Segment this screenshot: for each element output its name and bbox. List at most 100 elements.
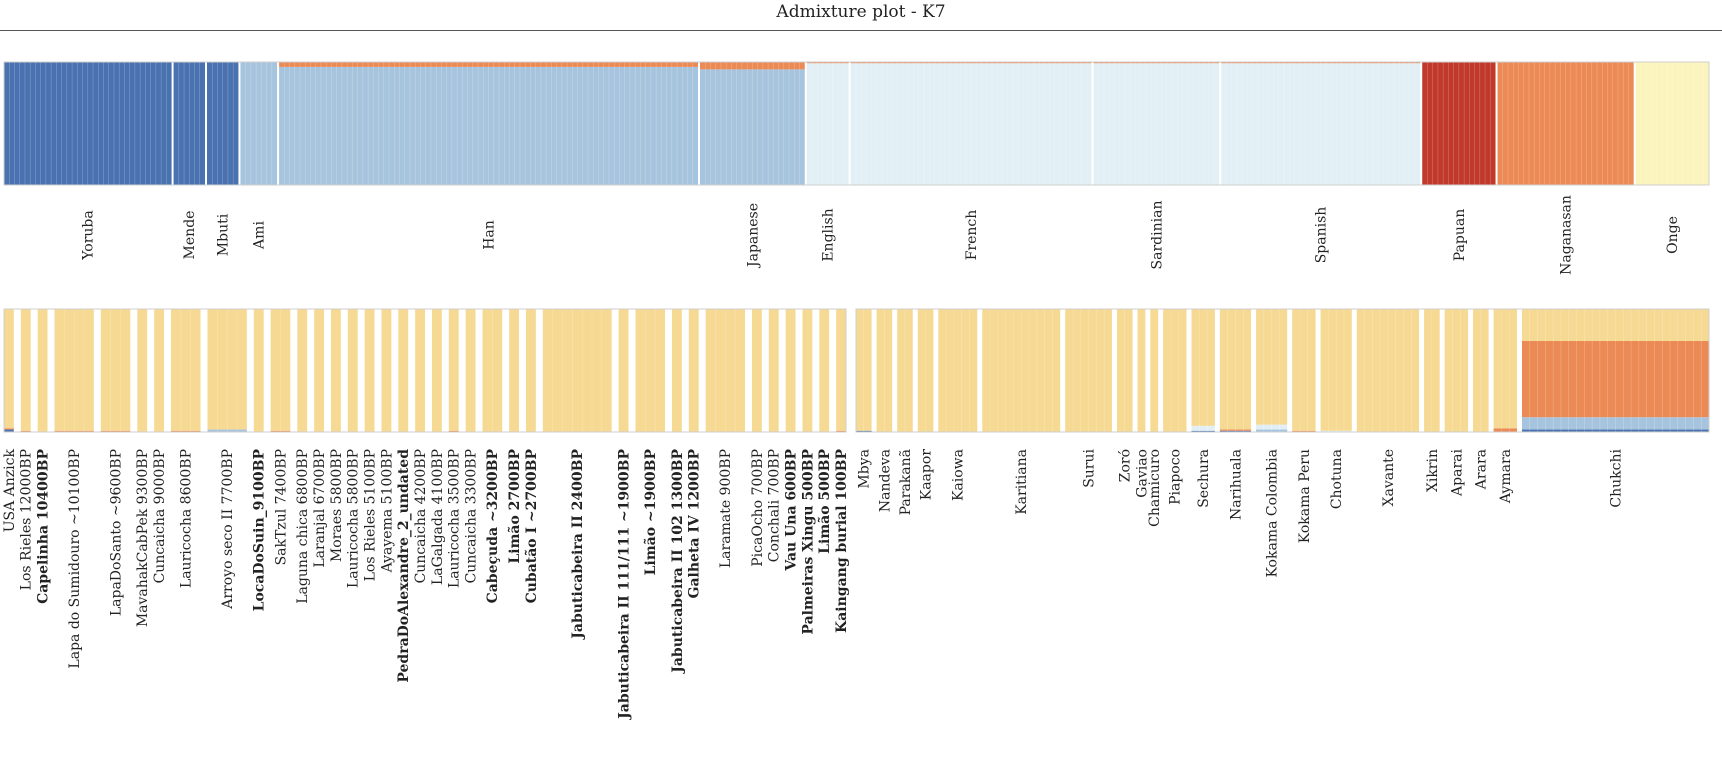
segment-lim-o-500bp-america: [819, 309, 830, 432]
label-han: Han: [481, 220, 497, 250]
segment-lapadosanto-9600bp-siberia: [100, 430, 131, 432]
bar-xikrin: [1424, 309, 1440, 432]
bar-arara: [1473, 309, 1489, 432]
bar-saktzul-7400bp: [270, 309, 291, 432]
segment-japanese-siberia: [700, 62, 805, 70]
ancient-panel-labels: USA Anzick Los Rieles 12000BP Capelinha 10…: [2, 448, 850, 720]
bar-cuncaicha-4200bp: [415, 309, 425, 432]
segment-mbya-africa: [856, 430, 872, 432]
label-lauricocha-8600bp: Lauricocha 8600BP: [179, 449, 195, 588]
bar-lauricocha-8600bp: [171, 309, 201, 432]
label-spanish: Spanish: [1314, 207, 1330, 264]
segment-japanese-eastasia: [700, 69, 805, 185]
label-sechura: Sechura: [1196, 449, 1212, 508]
bar-lauricocha-5800bp: [347, 309, 358, 432]
segment-sechura-europe: [1191, 425, 1215, 431]
segment-laramate-900bp-america: [705, 309, 745, 432]
label-moraes-5800bp: Moraes 5800BP: [329, 449, 345, 562]
bar-palmeiras-xingu-500bp: [802, 309, 813, 432]
label-karitiana: Karitiana: [1014, 449, 1030, 515]
bar-naganasan: [1497, 62, 1634, 185]
segment-kaapor-america: [917, 309, 934, 432]
segment-pedradoalexandre-2-undated-america: [398, 309, 409, 432]
label-conchali-700bp: Conchali 700BP: [767, 449, 783, 562]
segment-lim-o-2700bp-america: [509, 309, 519, 432]
label-laguna-chica-6800bp: Laguna chica 6800BP: [295, 449, 311, 604]
bar-galheta-iv-1200bp: [688, 309, 699, 432]
label-mbuti: Mbuti: [216, 213, 232, 256]
segment-onge-andaman: [1635, 62, 1709, 185]
label-kokama-colombia: Kokama Colombia: [1265, 449, 1281, 578]
label-vau-una-600bp: Vau Una 600BP: [783, 449, 799, 572]
segment-galheta-iv-1200bp-america: [688, 309, 699, 432]
bar-los-rieles-12000bp: [20, 309, 31, 432]
segment-sechura-america: [1191, 309, 1215, 426]
bar-lim-o-1900bp: [635, 309, 665, 432]
segment-english-siberia: [806, 62, 849, 64]
segment-lauricocha-8600bp-america: [171, 309, 201, 431]
segment-kaiowa-america: [938, 309, 978, 432]
segment-lagalgada-4100bp-america: [432, 309, 442, 432]
segment-kaingang-burial-100bp-america: [836, 309, 846, 431]
label-kaapor: Kaapor: [918, 449, 934, 501]
label-usa-anzick: USA Anzick: [2, 448, 18, 532]
bar-narihuala: [1219, 309, 1252, 432]
segment-mbya-america: [856, 309, 872, 431]
label-cabe-uda-3200bp: Cabeçuda ~3200BP: [485, 449, 501, 604]
segment-mavahakcabpek-9300bp-america: [137, 309, 148, 432]
bar-piapoco: [1163, 309, 1187, 432]
label-jabuticabeira-ii-111-111-1900bp: Jabuticabeira II 111/111 ~1900BP: [616, 449, 632, 721]
bar-zor: [1116, 309, 1133, 432]
segment-karitiana-america: [982, 309, 1061, 432]
bar-cubat-o-i-2700bp: [526, 309, 536, 432]
modern-panel-labels: Mbya Nandeva Parakanã Kaapor Kaiowa Karitiana…: [857, 448, 1625, 577]
segment-lauricocha-3500bp-siberia: [448, 430, 459, 432]
segment-mende-africa: [173, 62, 205, 185]
segment-han-siberia: [279, 62, 699, 67]
segment-chotuna-america: [1320, 309, 1352, 431]
bar-onge: [1635, 62, 1709, 185]
label-mende: Mende: [182, 211, 198, 260]
segment-arroyo-seco-ii-7700bp-eastasia: [207, 429, 247, 432]
bar-mbuti: [207, 62, 239, 185]
label-arara: Arara: [1474, 449, 1490, 490]
bar-lim-o-2700bp: [509, 309, 519, 432]
bar-mavahakcabpek-9300bp: [137, 309, 148, 432]
segment-kaingang-burial-100bp-siberia: [836, 430, 846, 432]
bar-xavante: [1356, 309, 1420, 432]
label-aparai: Aparai: [1449, 448, 1465, 496]
bar-aymara: [1493, 309, 1518, 432]
bar-ami: [240, 62, 278, 185]
segment-kokama-colombia-europe: [1256, 424, 1288, 430]
segment-kokama-peru-america: [1292, 309, 1316, 431]
label-gaviao: Gaviao: [1134, 449, 1150, 498]
title-rule: [0, 30, 1722, 31]
label-mavahakcabpek-9300bp: MavahakCabPek 9300BP: [135, 449, 151, 627]
segment-english-europe: [806, 63, 849, 186]
segment-moraes-5800bp-america: [331, 309, 341, 432]
segment-usa-anzick-africa: [4, 429, 14, 432]
segment-laguna-chica-6800bp-america: [297, 309, 308, 432]
label-chamicuro: Chamicuro: [1147, 449, 1163, 527]
label-kaiowa: Kaiowa: [951, 449, 967, 501]
bar-moraes-5800bp: [331, 309, 341, 432]
segment-yoruba-africa: [4, 62, 172, 185]
segment-kokama-peru-siberia: [1292, 430, 1316, 432]
ancient-panel-bars: [4, 309, 846, 432]
label-los-rieles-5100bp: Los Rieles 5100BP: [362, 449, 378, 581]
segment-french-siberia: [850, 62, 1092, 64]
bar-lauricocha-3500bp: [448, 309, 459, 432]
segment-picaocho-700bp-america: [752, 309, 762, 432]
bar-han: [279, 62, 699, 185]
label-cuncaicha-9000bp: Cuncaicha 9000BP: [152, 449, 168, 583]
label-yoruba: Yoruba: [81, 210, 97, 260]
segment-jabuticabeira-ii-2400bp-america: [542, 309, 612, 432]
label-japanese: Japanese: [745, 203, 761, 269]
label-french: French: [964, 210, 980, 261]
segment-sechura-africa: [1191, 430, 1215, 432]
label-zor: Zoró: [1118, 449, 1134, 482]
bar-jabuticabeira-ii-111-111-1900bp: [618, 309, 629, 432]
segment-cubat-o-i-2700bp-america: [526, 309, 536, 432]
segment-ami-eastasia: [240, 62, 278, 185]
label-cuncaicha-4200bp: Cuncaicha 4200BP: [413, 449, 429, 583]
